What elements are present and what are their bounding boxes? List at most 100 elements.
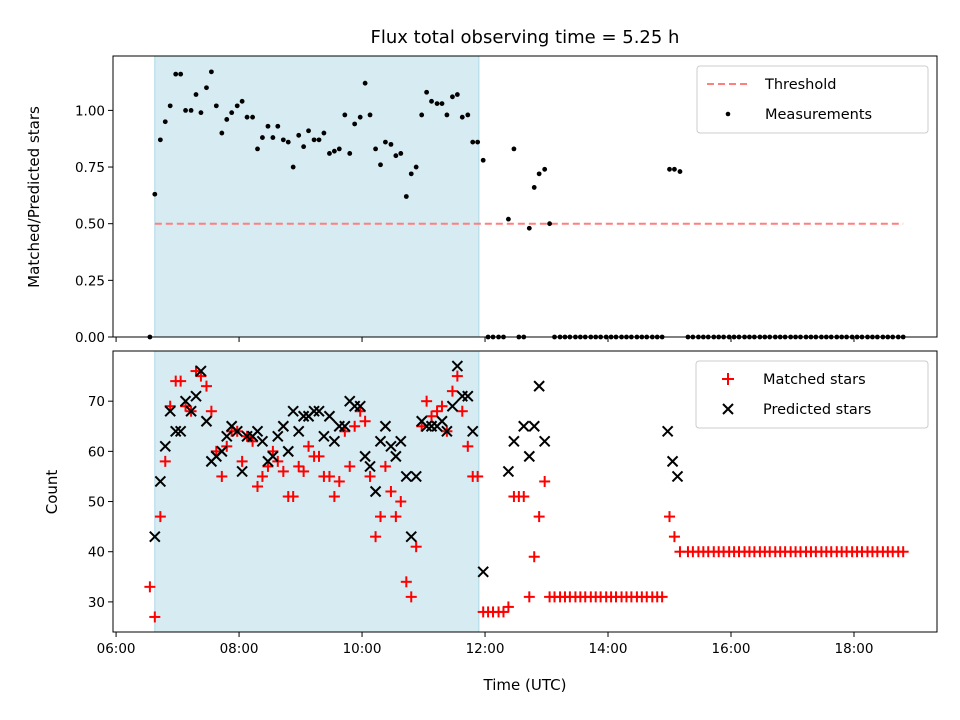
predicted-star-point [164, 405, 176, 417]
predicted-star-point [374, 435, 387, 448]
x-tick-label: 18:00 [835, 641, 874, 657]
y-tick-label: 50 [88, 495, 105, 511]
chart-title: Flux total observing time = 5.25 h [371, 27, 680, 48]
top-legend-box [696, 65, 929, 134]
predicted-star-point [671, 470, 684, 483]
predicted-star-point [364, 460, 376, 473]
predicted-star-point [149, 530, 161, 543]
measurement-point [213, 103, 219, 109]
predicted-star-point [313, 405, 325, 417]
matched-star-point [533, 511, 545, 523]
predicted-star-point [523, 450, 536, 463]
matched-star-point [216, 470, 228, 482]
x-tick-label: 08:00 [220, 641, 259, 657]
predicted-star-point [528, 420, 540, 432]
legend-threshold-label: Threshold [764, 77, 836, 93]
matched-star-point [323, 470, 335, 482]
y-tick-label: 0.75 [75, 160, 105, 176]
y-tick-label: 30 [88, 595, 105, 611]
predicted-star-point [282, 445, 294, 458]
predicted-star-point [451, 360, 464, 372]
matched-star-point [364, 470, 376, 482]
measurement-point [327, 151, 332, 156]
matched-star-point [385, 486, 397, 497]
y-tick-label: 0.50 [75, 217, 105, 233]
measurement-point [505, 216, 511, 222]
predicted-star-point [328, 435, 341, 448]
predicted-star-point [221, 430, 233, 443]
y-tick-label: 0.25 [75, 273, 105, 289]
measurement-point [531, 185, 537, 190]
matched-star-point [333, 475, 345, 487]
predicted-star-point [661, 425, 674, 437]
x-tick-label: 06:00 [97, 641, 136, 657]
matched-star-point [518, 491, 530, 503]
measurement-point [193, 92, 199, 97]
predicted-star-point [420, 420, 433, 432]
predicted-star-point [190, 390, 202, 402]
matched-star-point [426, 410, 438, 422]
predicted-star-point [477, 566, 489, 578]
predicted-star-point [462, 390, 474, 402]
matched-star-point [293, 460, 305, 472]
predicted-star-point [666, 455, 679, 468]
predicted-star-point [379, 420, 392, 432]
top-y-axis-label: Matched/Predicted stars [25, 106, 43, 288]
measurement-point [373, 146, 378, 152]
matched-star-point [523, 591, 535, 603]
measurement-point [224, 117, 230, 122]
matched-star-point [446, 385, 458, 397]
matched-star-point [405, 591, 417, 603]
measurement-point [459, 114, 465, 120]
measurement-point [290, 164, 296, 170]
predicted-star-point [231, 425, 243, 437]
predicted-star-point [533, 380, 545, 392]
predicted-star-point [436, 415, 448, 427]
legend-measurements-swatch [725, 111, 731, 117]
x-axis-label: Time (UTC) [483, 676, 567, 694]
matched-star-point [200, 380, 212, 392]
matched-star-point [370, 531, 382, 543]
bottom-axes-frame [112, 350, 938, 633]
predicted-star-point [410, 470, 422, 483]
top-x-ticks [115, 337, 855, 342]
matched-star-point [287, 491, 299, 503]
matched-star-point [303, 440, 315, 452]
matched-star-point [349, 420, 361, 432]
predicted-star-point [390, 450, 402, 463]
measurement-point [250, 114, 255, 120]
measurement-point [413, 164, 419, 170]
matched-star-point [374, 511, 386, 523]
y-tick-label: 0.00 [75, 330, 105, 346]
measurement-point [419, 112, 425, 118]
measurement-point [204, 85, 209, 91]
measurement-point [424, 89, 430, 95]
matched-star-point [149, 611, 161, 623]
measurement-point [336, 146, 342, 152]
measurement-point [450, 94, 455, 100]
matched-star-point [451, 370, 463, 382]
bottom-legend-box [695, 360, 929, 429]
bottom-y-ticks: 30 40 50 60 70 [88, 394, 113, 611]
top-axes-frame [112, 55, 938, 338]
legend-predicted-swatch [722, 403, 734, 415]
measurement-point [301, 144, 307, 150]
legend-matched-swatch [722, 373, 734, 385]
matched-star-point [668, 531, 680, 543]
measurement-point [378, 162, 383, 168]
predicted-star-point [287, 405, 299, 417]
predicted-star-point [318, 430, 330, 443]
legend-measurements-label: Measurements [765, 107, 872, 123]
measurement-point [511, 146, 517, 152]
measurement-point [480, 157, 486, 163]
measurement-point [347, 151, 353, 156]
shaded-interval [154, 55, 480, 338]
predicted-star-point [502, 465, 515, 478]
measurement-point [234, 103, 240, 109]
measurement-point [388, 141, 394, 147]
measurement-point [260, 135, 265, 140]
measurement-point [208, 69, 214, 75]
y-tick-label: 40 [88, 545, 105, 561]
measurement-point [677, 169, 683, 174]
